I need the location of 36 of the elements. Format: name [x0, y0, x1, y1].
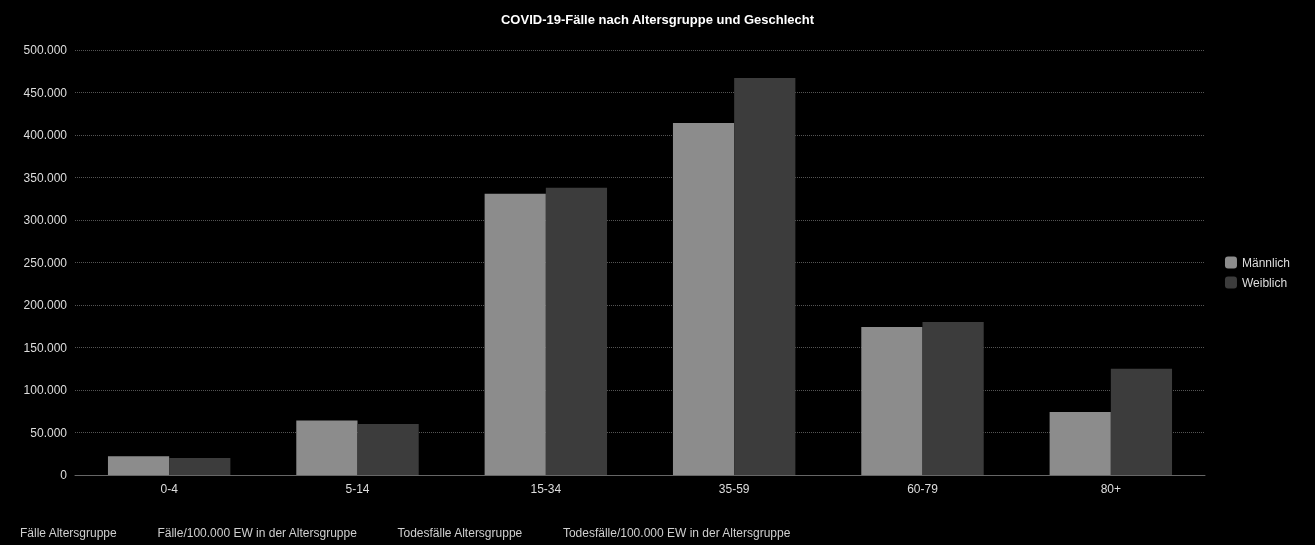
bar — [861, 327, 923, 475]
y-tick-label: 200.000 — [23, 298, 68, 312]
text: Todesfälle/100.000 EW in der Altersgruppe — [562, 526, 791, 540]
y-tick-label: 100.000 — [23, 383, 68, 397]
bar — [296, 420, 358, 475]
bar — [545, 187, 608, 475]
bar — [1049, 412, 1111, 475]
y-tick-label: 300.000 — [23, 213, 68, 227]
y-tick-label: 450.000 — [23, 85, 68, 100]
x-tick-label: 60-79 — [907, 482, 939, 496]
y-tick-label: 500.000 — [23, 43, 68, 57]
bar — [169, 458, 231, 475]
bar — [484, 193, 546, 475]
x-tick-label: 0-4 — [160, 482, 179, 496]
y-tick-label: 0 — [60, 468, 68, 482]
y-tick-label: 250.000 — [23, 255, 68, 270]
bar — [734, 78, 796, 475]
x-tick-label: 15-34 — [530, 482, 562, 496]
chart-title: COVID-19-Fälle nach Altersgruppe und Geschlecht — [500, 12, 815, 27]
legend-label: Männlich — [1241, 255, 1291, 270]
bar — [357, 424, 419, 475]
text: Fälle/100.000 EW in der Altersgruppe — [157, 526, 358, 540]
legend-label: Weiblich — [1241, 275, 1288, 290]
bar — [672, 123, 735, 475]
bar — [107, 456, 170, 475]
x-tick-label: 5-14 — [345, 482, 370, 496]
bar — [922, 322, 984, 475]
bar — [1110, 368, 1173, 475]
text: Fälle Altersgruppe — [20, 526, 118, 540]
y-tick-label: 350.000 — [23, 170, 68, 185]
y-tick-label: 150.000 — [23, 340, 68, 355]
x-tick-label: 80+ — [1100, 482, 1122, 496]
y-tick-label: 50.000 — [30, 425, 68, 440]
y-tick-label: 400.000 — [23, 128, 68, 142]
text: Todesfälle Altersgruppe — [397, 526, 523, 540]
x-tick-label: 35-59 — [718, 482, 750, 496]
